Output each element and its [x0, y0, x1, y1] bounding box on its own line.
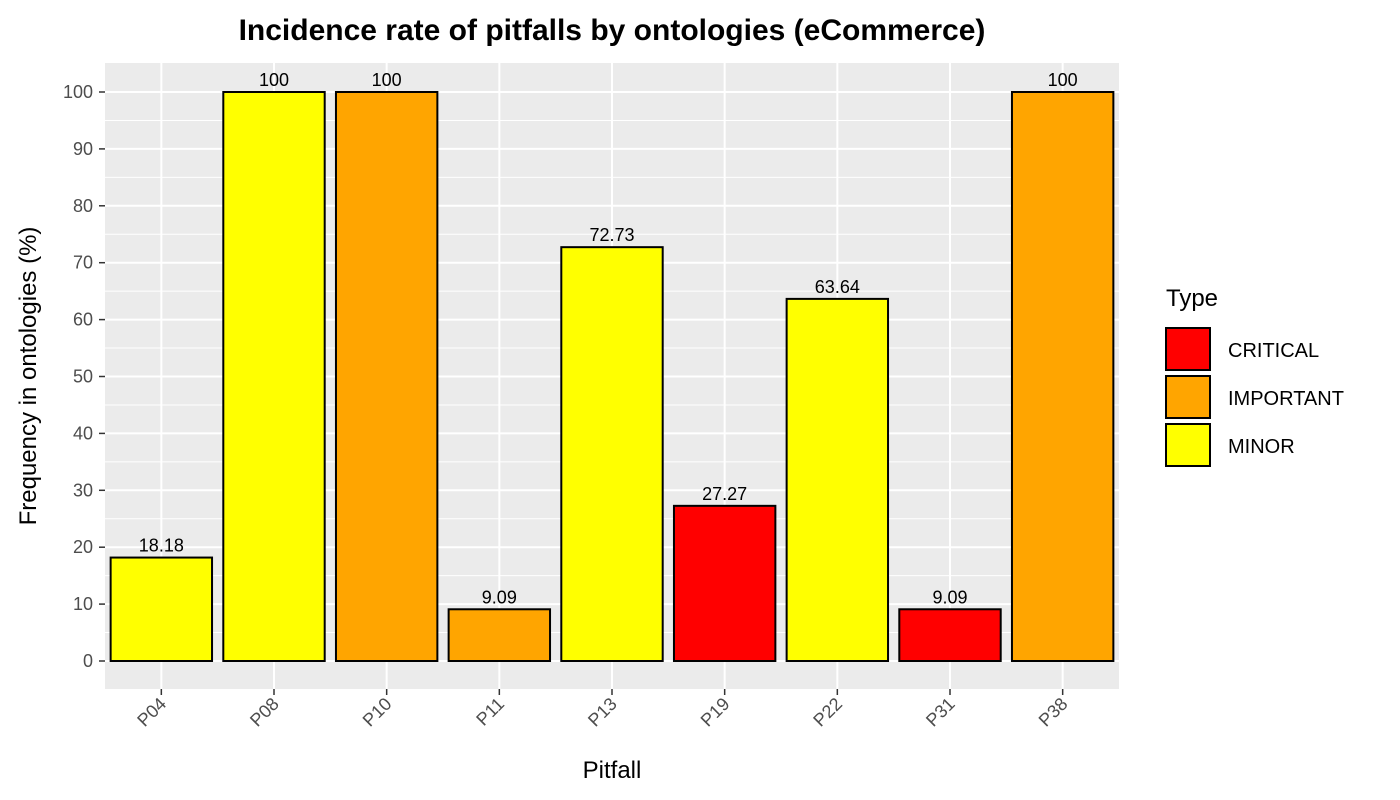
y-tick-label: 30 — [73, 480, 93, 500]
y-tick-label: 20 — [73, 537, 93, 557]
legend-label-critical: CRITICAL — [1228, 340, 1319, 362]
y-axis-title: Frequency in ontologies (%) — [15, 227, 42, 526]
bar-p13 — [560, 246, 664, 663]
y-tick-label: 100 — [63, 82, 93, 102]
legend-key-important — [1165, 375, 1211, 419]
data-label-p19: 27.27 — [702, 484, 747, 504]
data-label-p13: 72.73 — [589, 225, 634, 245]
y-tick-label: 70 — [73, 253, 93, 273]
y-tick-label: 50 — [73, 367, 93, 387]
y-tick-label: 60 — [73, 310, 93, 330]
legend: Type CRITICAL IMPORTANT MINOR — [1165, 285, 1344, 467]
y-axis: 0 10 20 30 40 50 60 70 80 90 100 — [63, 82, 105, 671]
bar-p31 — [898, 608, 1002, 662]
data-label-p04: 18.18 — [139, 536, 184, 556]
data-labels: 18.18 100 100 9.09 72.73 27.27 63.64 9.09 100 — [139, 70, 1078, 607]
bar-p10 — [334, 91, 439, 662]
bar-p04 — [109, 556, 214, 662]
legend-key-critical — [1165, 327, 1211, 371]
legend-title: Type — [1166, 285, 1218, 312]
x-axis: P04 P08 P10 P11 P13 P19 P22 P31 P38 — [133, 689, 1071, 730]
data-label-p38: 100 — [1048, 70, 1078, 90]
legend-label-important: IMPORTANT — [1228, 388, 1344, 410]
x-axis-title: Pitfall — [583, 757, 642, 784]
data-label-p31: 9.09 — [932, 587, 967, 607]
data-label-p08: 100 — [259, 70, 289, 90]
bar-p11 — [447, 608, 552, 662]
data-label-p11: 9.09 — [482, 587, 517, 607]
chart-title: Incidence rate of pitfalls by ontologies… — [239, 14, 986, 47]
x-tick-label-p38: P38 — [1035, 694, 1072, 731]
y-tick-label: 80 — [73, 196, 93, 216]
legend-entries: CRITICAL IMPORTANT MINOR — [1165, 327, 1344, 467]
y-tick-label: 0 — [83, 651, 93, 671]
legend-key-minor — [1165, 423, 1211, 467]
y-tick-label: 90 — [73, 139, 93, 159]
x-tick-label-p11: P11 — [472, 694, 508, 730]
data-label-p10: 100 — [372, 70, 402, 90]
x-tick-label-p08: P08 — [246, 694, 283, 731]
bars — [109, 91, 1115, 663]
data-label-p22: 63.64 — [815, 277, 860, 297]
x-tick-label-p19: P19 — [697, 694, 734, 731]
bar-p08 — [222, 91, 326, 662]
bar-p19 — [672, 504, 777, 663]
legend-label-minor: MINOR — [1228, 436, 1295, 458]
y-tick-label: 10 — [73, 594, 93, 614]
x-tick-label-p22: P22 — [809, 694, 846, 731]
bar-p22 — [785, 297, 890, 662]
y-tick-label: 40 — [73, 423, 93, 443]
bar-p38 — [1010, 91, 1115, 662]
x-tick-label-p10: P10 — [359, 694, 396, 731]
x-tick-label-p31: P31 — [922, 694, 959, 731]
x-tick-label-p13: P13 — [584, 694, 621, 731]
x-tick-label-p04: P04 — [133, 694, 170, 731]
